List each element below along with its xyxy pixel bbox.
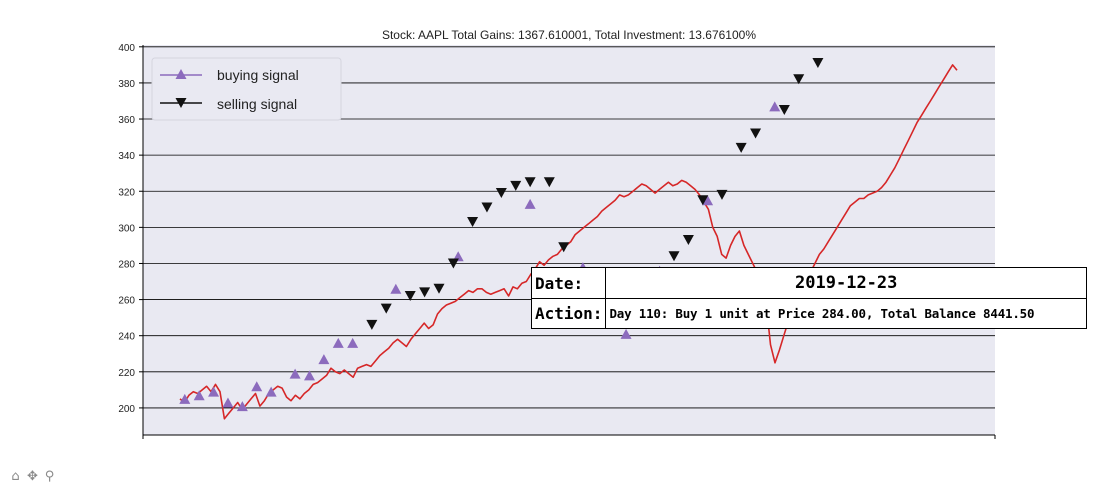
home-icon[interactable]: ⌂ — [8, 469, 23, 484]
pan-icon[interactable]: ✥ — [25, 469, 40, 484]
y-tick-label: 300 — [118, 223, 135, 234]
y-tick-label: 320 — [118, 187, 135, 198]
y-tick-label: 340 — [118, 151, 135, 162]
legend-sell-label: selling signal — [217, 96, 297, 112]
tooltip-action-label: Action: — [532, 299, 606, 329]
legend: buying signal selling signal — [152, 58, 341, 120]
y-tick-label: 220 — [118, 368, 135, 379]
y-tick-label: 260 — [118, 296, 135, 307]
chart-title: Stock: AAPL Total Gains: 1367.610001, To… — [382, 28, 756, 42]
tooltip-date-value: 2019-12-23 — [606, 268, 1087, 299]
y-tick-label: 280 — [118, 259, 135, 270]
tooltip-action-value: Day 110: Buy 1 unit at Price 284.00, Tot… — [606, 299, 1087, 329]
y-tick-label: 400 — [118, 43, 135, 54]
zoom-icon[interactable]: ⚲ — [42, 469, 57, 484]
plot-toolbar: ⌂ ✥ ⚲ — [8, 469, 57, 484]
y-tick-label: 200 — [118, 404, 135, 415]
y-tick-label: 380 — [118, 79, 135, 90]
hover-tooltip: Date: 2019-12-23 Action: Day 110: Buy 1 … — [531, 267, 1087, 329]
y-tick-label: 360 — [118, 115, 135, 126]
legend-buy-label: buying signal — [217, 67, 299, 83]
y-tick-label: 240 — [118, 332, 135, 343]
tooltip-date-label: Date: — [532, 268, 606, 299]
